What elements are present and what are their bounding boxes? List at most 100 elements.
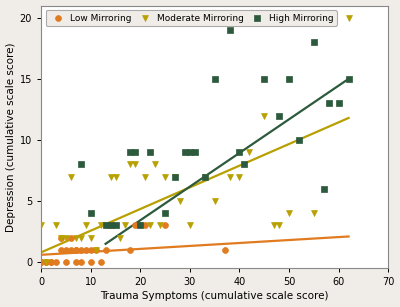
High Mirroring bbox=[172, 174, 178, 179]
Low Mirroring bbox=[38, 260, 44, 265]
Moderate Mirroring bbox=[137, 223, 144, 228]
Low Mirroring bbox=[92, 247, 99, 252]
Low Mirroring bbox=[73, 247, 79, 252]
Low Mirroring bbox=[58, 235, 64, 240]
Low Mirroring bbox=[58, 247, 64, 252]
High Mirroring bbox=[326, 101, 332, 106]
High Mirroring bbox=[296, 138, 302, 142]
Moderate Mirroring bbox=[88, 235, 94, 240]
Moderate Mirroring bbox=[127, 162, 134, 167]
Moderate Mirroring bbox=[147, 223, 154, 228]
Moderate Mirroring bbox=[58, 235, 64, 240]
Low Mirroring bbox=[142, 223, 148, 228]
Low Mirroring bbox=[63, 247, 69, 252]
High Mirroring bbox=[107, 223, 114, 228]
Low Mirroring bbox=[43, 260, 49, 265]
Low Mirroring bbox=[102, 247, 109, 252]
High Mirroring bbox=[132, 150, 138, 155]
High Mirroring bbox=[137, 223, 144, 228]
Moderate Mirroring bbox=[345, 15, 352, 20]
Moderate Mirroring bbox=[98, 223, 104, 228]
Moderate Mirroring bbox=[157, 223, 163, 228]
Moderate Mirroring bbox=[152, 162, 158, 167]
High Mirroring bbox=[320, 186, 327, 191]
Moderate Mirroring bbox=[202, 174, 208, 179]
Legend: Low Mirroring, Moderate Mirroring, High Mirroring: Low Mirroring, Moderate Mirroring, High … bbox=[46, 10, 337, 26]
Low Mirroring bbox=[68, 235, 74, 240]
X-axis label: Trauma Symptoms (cumulative scale score): Trauma Symptoms (cumulative scale score) bbox=[100, 291, 329, 301]
Low Mirroring bbox=[68, 247, 74, 252]
Moderate Mirroring bbox=[286, 211, 292, 216]
High Mirroring bbox=[261, 76, 268, 81]
Moderate Mirroring bbox=[132, 162, 138, 167]
Low Mirroring bbox=[73, 260, 79, 265]
Moderate Mirroring bbox=[276, 223, 282, 228]
Moderate Mirroring bbox=[43, 260, 49, 265]
Moderate Mirroring bbox=[78, 235, 84, 240]
Moderate Mirroring bbox=[236, 174, 243, 179]
Low Mirroring bbox=[127, 247, 134, 252]
High Mirroring bbox=[236, 150, 243, 155]
High Mirroring bbox=[102, 223, 109, 228]
High Mirroring bbox=[226, 28, 233, 33]
Low Mirroring bbox=[162, 223, 168, 228]
High Mirroring bbox=[112, 223, 119, 228]
Low Mirroring bbox=[88, 247, 94, 252]
Moderate Mirroring bbox=[92, 247, 99, 252]
Low Mirroring bbox=[222, 247, 228, 252]
High Mirroring bbox=[336, 101, 342, 106]
Low Mirroring bbox=[38, 260, 44, 265]
Moderate Mirroring bbox=[177, 199, 183, 204]
Moderate Mirroring bbox=[122, 223, 129, 228]
Moderate Mirroring bbox=[38, 223, 44, 228]
Moderate Mirroring bbox=[117, 235, 124, 240]
Moderate Mirroring bbox=[107, 174, 114, 179]
High Mirroring bbox=[182, 150, 188, 155]
High Mirroring bbox=[212, 76, 218, 81]
Moderate Mirroring bbox=[162, 174, 168, 179]
High Mirroring bbox=[127, 150, 134, 155]
Low Mirroring bbox=[48, 260, 54, 265]
Low Mirroring bbox=[98, 260, 104, 265]
Low Mirroring bbox=[53, 260, 59, 265]
High Mirroring bbox=[88, 211, 94, 216]
High Mirroring bbox=[276, 113, 282, 118]
Low Mirroring bbox=[88, 260, 94, 265]
High Mirroring bbox=[345, 76, 352, 81]
Moderate Mirroring bbox=[212, 199, 218, 204]
Moderate Mirroring bbox=[68, 174, 74, 179]
Low Mirroring bbox=[107, 223, 114, 228]
Moderate Mirroring bbox=[271, 223, 277, 228]
Moderate Mirroring bbox=[82, 223, 89, 228]
Moderate Mirroring bbox=[73, 235, 79, 240]
High Mirroring bbox=[78, 162, 84, 167]
Low Mirroring bbox=[43, 260, 49, 265]
Moderate Mirroring bbox=[112, 174, 119, 179]
Low Mirroring bbox=[73, 247, 79, 252]
Moderate Mirroring bbox=[311, 211, 317, 216]
Moderate Mirroring bbox=[172, 174, 178, 179]
High Mirroring bbox=[192, 150, 198, 155]
Moderate Mirroring bbox=[261, 113, 268, 118]
High Mirroring bbox=[147, 150, 154, 155]
Y-axis label: Depression (cumulative scale score): Depression (cumulative scale score) bbox=[6, 42, 16, 232]
Moderate Mirroring bbox=[53, 223, 59, 228]
Low Mirroring bbox=[132, 223, 138, 228]
Moderate Mirroring bbox=[226, 174, 233, 179]
High Mirroring bbox=[202, 174, 208, 179]
High Mirroring bbox=[286, 76, 292, 81]
Low Mirroring bbox=[48, 260, 54, 265]
Low Mirroring bbox=[78, 247, 84, 252]
High Mirroring bbox=[162, 211, 168, 216]
Moderate Mirroring bbox=[187, 223, 193, 228]
Low Mirroring bbox=[78, 260, 84, 265]
Moderate Mirroring bbox=[246, 150, 253, 155]
Moderate Mirroring bbox=[63, 235, 69, 240]
Low Mirroring bbox=[82, 247, 89, 252]
High Mirroring bbox=[187, 150, 193, 155]
Moderate Mirroring bbox=[102, 223, 109, 228]
High Mirroring bbox=[311, 40, 317, 45]
Moderate Mirroring bbox=[142, 174, 148, 179]
High Mirroring bbox=[241, 162, 248, 167]
Low Mirroring bbox=[63, 260, 69, 265]
